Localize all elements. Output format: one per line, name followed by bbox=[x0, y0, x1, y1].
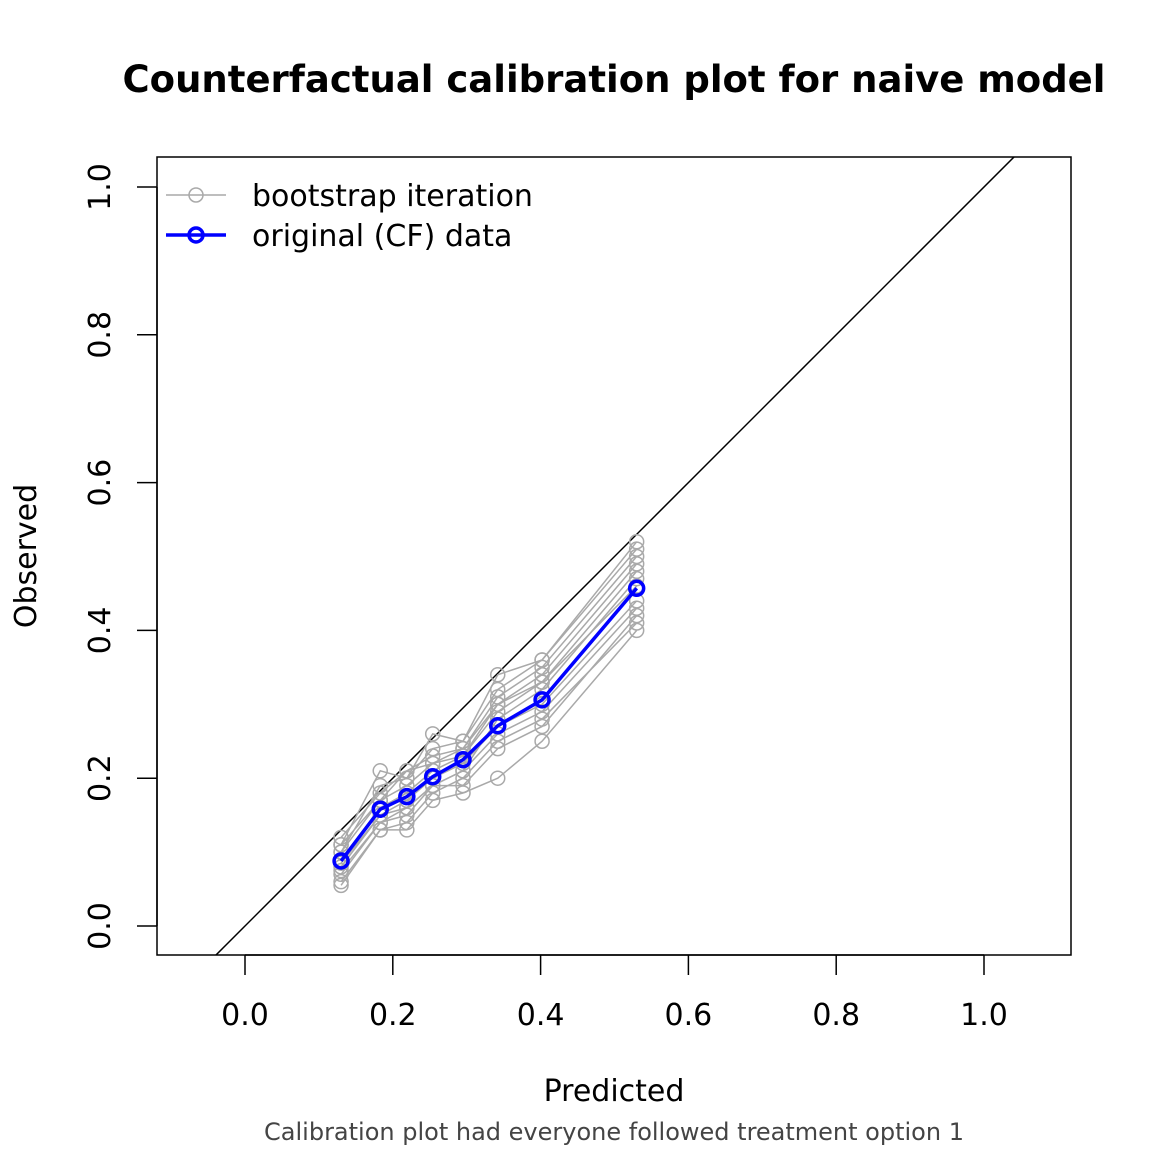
bootstrap-line bbox=[340, 548, 638, 853]
bootstrap-point bbox=[489, 681, 506, 698]
bootstrap-point bbox=[628, 541, 645, 557]
chart-title: Counterfactual calibration plot for naiv… bbox=[123, 58, 1106, 101]
bootstrap-point bbox=[399, 763, 415, 779]
y-tick-label: 0.4 bbox=[83, 607, 118, 655]
y-tick-label: 0.2 bbox=[83, 754, 118, 802]
original-point bbox=[627, 579, 646, 598]
bootstrap-line bbox=[340, 556, 638, 838]
legend-original-label: original (CF) data bbox=[252, 219, 512, 254]
bootstrap-point bbox=[534, 733, 550, 749]
original-point bbox=[423, 767, 442, 786]
bootstrap-point bbox=[628, 615, 645, 631]
x-axis: 0.0 0.2 0.4 0.6 0.8 1.0 bbox=[221, 954, 1008, 1033]
bootstrap-point bbox=[333, 873, 349, 890]
bootstrap-line bbox=[340, 622, 638, 883]
original-point bbox=[533, 691, 551, 709]
x-tick-label: 0.4 bbox=[517, 998, 565, 1033]
x-tick-label: 0.2 bbox=[369, 998, 417, 1033]
y-tick-label: 0.8 bbox=[83, 311, 118, 359]
bootstrap-point bbox=[372, 763, 388, 779]
bootstrap-point bbox=[372, 777, 388, 794]
bootstrap-point bbox=[628, 563, 645, 580]
bootstrap-point bbox=[333, 862, 349, 879]
y-tick-label: 1.0 bbox=[83, 163, 118, 211]
bootstrap-point bbox=[628, 533, 645, 550]
legend-bootstrap-marker bbox=[188, 187, 204, 203]
x-tick-label: 0.8 bbox=[812, 998, 860, 1033]
bootstrap-point bbox=[534, 674, 550, 690]
bootstrap-point bbox=[399, 800, 415, 816]
bootstrap-line bbox=[340, 629, 638, 886]
bootstrap-point bbox=[333, 877, 349, 894]
x-tick-label: 1.0 bbox=[960, 998, 1008, 1033]
bootstrap-point bbox=[628, 600, 645, 616]
legend: bootstrap iteration original (CF) data bbox=[166, 179, 533, 254]
bootstrap-point bbox=[424, 726, 441, 742]
x-tick-label: 0.0 bbox=[221, 998, 269, 1033]
bootstrap-point bbox=[455, 733, 471, 749]
plot-area bbox=[214, 157, 1016, 955]
reference-line bbox=[214, 157, 1016, 955]
original-point bbox=[371, 800, 389, 818]
bootstrap-point bbox=[424, 740, 441, 757]
legend-original-marker bbox=[187, 226, 205, 244]
x-tick-label: 0.6 bbox=[665, 998, 713, 1033]
bootstrap-point bbox=[333, 836, 349, 853]
bootstrap-line bbox=[340, 541, 638, 846]
bootstrap-point bbox=[489, 770, 506, 786]
bootstrap-point bbox=[534, 652, 550, 668]
bootstrap-point bbox=[399, 814, 415, 831]
bootstrap-point bbox=[455, 763, 471, 779]
original-point bbox=[398, 787, 416, 806]
y-tick-label: 0.0 bbox=[83, 902, 118, 950]
chart-subtitle: Calibration plot had everyone followed t… bbox=[264, 1118, 964, 1146]
y-axis: 0.0 0.2 0.4 0.6 0.8 1.0 bbox=[83, 163, 158, 950]
y-axis-label: Observed bbox=[9, 484, 44, 628]
original-point bbox=[332, 852, 350, 870]
bootstrap-line bbox=[340, 607, 638, 872]
bootstrap-point bbox=[534, 703, 550, 720]
plot-content bbox=[214, 157, 1016, 955]
original-point bbox=[488, 716, 507, 735]
x-axis-label: Predicted bbox=[544, 1074, 685, 1109]
bootstrap-point bbox=[489, 666, 506, 683]
legend-bootstrap-label: bootstrap iteration bbox=[252, 179, 533, 214]
bootstrap-line bbox=[340, 563, 638, 853]
y-tick-label: 0.6 bbox=[83, 459, 118, 507]
original-point bbox=[454, 750, 472, 769]
bootstrap-point bbox=[489, 696, 506, 713]
